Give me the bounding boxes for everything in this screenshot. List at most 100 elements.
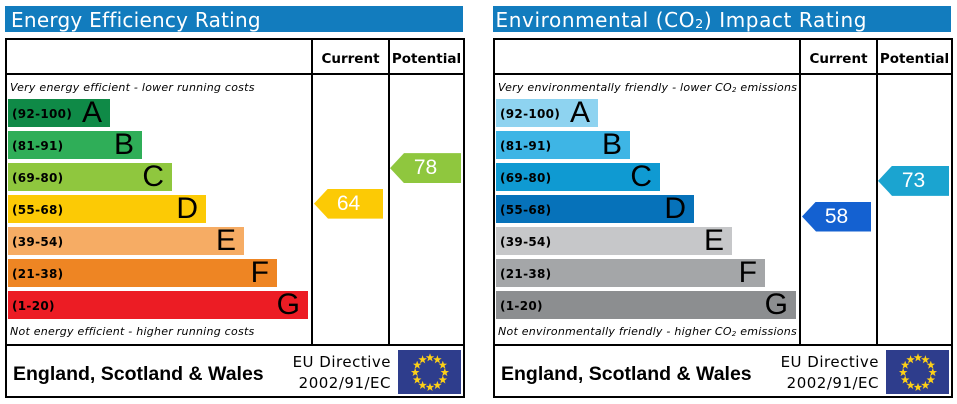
- eu-flag-star: [926, 375, 936, 384]
- rating-table: Current Potential Very environmentally f…: [493, 38, 953, 398]
- rating-table: Current Potential Very energy efficient …: [5, 38, 465, 398]
- band-range-label: (81-91): [500, 139, 552, 153]
- potential-column-header: Potential: [391, 51, 462, 67]
- current-rating-arrow: 58: [802, 201, 871, 232]
- eu-flag-icon: [886, 350, 949, 394]
- top-caption: Very environmentally friendly - lower CO…: [498, 81, 798, 94]
- rating-band-row: (92-100) A: [8, 96, 110, 129]
- potential-rating-arrow: 73: [878, 165, 949, 196]
- band-letter: D: [664, 192, 686, 225]
- band-letter: F: [250, 256, 269, 289]
- eu-directive-line1: EU Directive: [292, 353, 391, 371]
- panel-title: Environmental (CO2) Impact Rating: [495, 8, 868, 32]
- current-rating-arrow: 64: [314, 188, 383, 219]
- footer-region-label: England, Scotland & Wales: [501, 362, 752, 385]
- band-range-label: (55-68): [500, 203, 552, 217]
- eu-flag-star: [898, 368, 908, 377]
- band-letter: C: [630, 160, 652, 193]
- band-letter: G: [764, 288, 788, 321]
- band-range-label: (21-38): [500, 267, 552, 281]
- band-range-label: (92-100): [500, 107, 561, 121]
- potential-column-header: Potential: [879, 51, 950, 67]
- rating-band-b: (81-91) B: [496, 128, 630, 161]
- bottom-caption: Not energy efficient - higher running co…: [10, 325, 255, 338]
- band-range-label: (69-80): [500, 171, 552, 185]
- band-letter: A: [81, 96, 102, 129]
- rating-band-row: (21-38) F: [496, 256, 765, 289]
- potential-rating-value: 73: [901, 168, 926, 192]
- eu-flag-star: [438, 360, 448, 369]
- eu-directive-label: EU Directive 2002/91/EC: [781, 352, 879, 394]
- footer-divider: [7, 344, 463, 346]
- rating-band-f: (21-38) F: [496, 256, 765, 289]
- eu-flag-star: [906, 380, 915, 389]
- rating-band-row: (92-100) A: [496, 96, 598, 129]
- band-range-label: (1-20): [12, 299, 55, 313]
- band-range-label: (21-38): [12, 267, 64, 281]
- footer-region-label: England, Scotland & Wales: [13, 362, 264, 385]
- current-rating-value: 58: [824, 204, 849, 228]
- column-divider: [799, 40, 801, 346]
- rating-band-d: (55-68) D: [496, 192, 694, 225]
- rating-band-row: (69-80) C: [496, 160, 660, 193]
- footer-divider: [495, 344, 951, 346]
- rating-band-e: (39-54) E: [496, 224, 732, 257]
- eu-flag-star: [418, 380, 427, 389]
- header-divider: [495, 73, 951, 75]
- band-letter: D: [176, 192, 198, 225]
- band-letter: E: [703, 224, 724, 257]
- band-letter: F: [738, 256, 757, 289]
- eu-flag-star: [921, 380, 930, 389]
- band-range-label: (39-54): [500, 235, 552, 249]
- footer: England, Scotland & Wales EU Directive 2…: [7, 346, 463, 396]
- eu-directive-line1: EU Directive: [780, 353, 879, 371]
- eu-directive-label: EU Directive 2002/91/EC: [293, 352, 391, 394]
- footer: England, Scotland & Wales EU Directive 2…: [495, 346, 951, 396]
- column-divider: [876, 40, 878, 346]
- eu-flag-star: [412, 360, 422, 369]
- header-divider: [7, 73, 463, 75]
- rating-band-row: (21-38) F: [8, 256, 277, 289]
- rating-band-a: (92-100) A: [496, 96, 598, 129]
- potential-rating-arrow: 78: [390, 153, 461, 184]
- rating-band-g: (1-20) G: [496, 288, 796, 321]
- rating-band-row: (1-20) G: [8, 290, 308, 320]
- eu-flag-star: [921, 355, 930, 364]
- environmental-impact-rating-panel: Environmental (CO2) Impact Rating Curren…: [493, 6, 953, 398]
- rating-band-row: (55-68) D: [496, 192, 694, 225]
- eu-flag-star: [425, 382, 435, 391]
- band-range-label: (55-68): [12, 203, 64, 217]
- current-rating-value: 64: [336, 191, 361, 215]
- band-range-label: (81-91): [12, 139, 64, 153]
- rating-band-c: (69-80) C: [496, 160, 660, 193]
- eu-directive-line2: 2002/91/EC: [786, 374, 879, 392]
- rating-band-b: (81-91) B: [8, 128, 142, 161]
- eu-flag-star: [926, 360, 936, 369]
- rating-band-row: (81-91) B: [496, 128, 630, 161]
- energy-efficiency-rating-panel: Energy Efficiency Rating Current Potenti…: [5, 6, 465, 398]
- rating-band-row: (39-54) E: [8, 224, 244, 257]
- band-letter: B: [601, 128, 622, 161]
- rating-band-row: (1-20) G: [496, 288, 796, 321]
- eu-flag-star: [425, 353, 435, 362]
- band-letter: B: [113, 128, 134, 161]
- eu-flag-star: [913, 382, 923, 391]
- rating-band-e: (39-54) E: [8, 224, 244, 257]
- panel-title: Energy Efficiency Rating: [11, 8, 261, 32]
- bottom-caption: Not environmentally friendly - higher CO…: [498, 325, 797, 338]
- energy-efficiency-title-bar: Energy Efficiency Rating: [5, 6, 463, 32]
- band-range-label: (39-54): [12, 235, 64, 249]
- rating-band-g: (1-20) G: [8, 290, 308, 320]
- eu-flag-star: [900, 375, 910, 384]
- rating-band-d: (55-68) D: [8, 192, 206, 225]
- column-divider: [311, 40, 313, 346]
- rating-band-row: (69-80) C: [8, 162, 172, 192]
- eu-flag-star: [913, 353, 923, 362]
- band-range-label: (92-100): [12, 107, 73, 121]
- band-letter: A: [569, 96, 590, 129]
- environmental-impact-title-bar: Environmental (CO2) Impact Rating: [493, 6, 951, 32]
- eu-flag-star: [440, 368, 450, 377]
- band-letter: E: [215, 224, 236, 257]
- rating-band-a: (92-100) A: [8, 96, 110, 129]
